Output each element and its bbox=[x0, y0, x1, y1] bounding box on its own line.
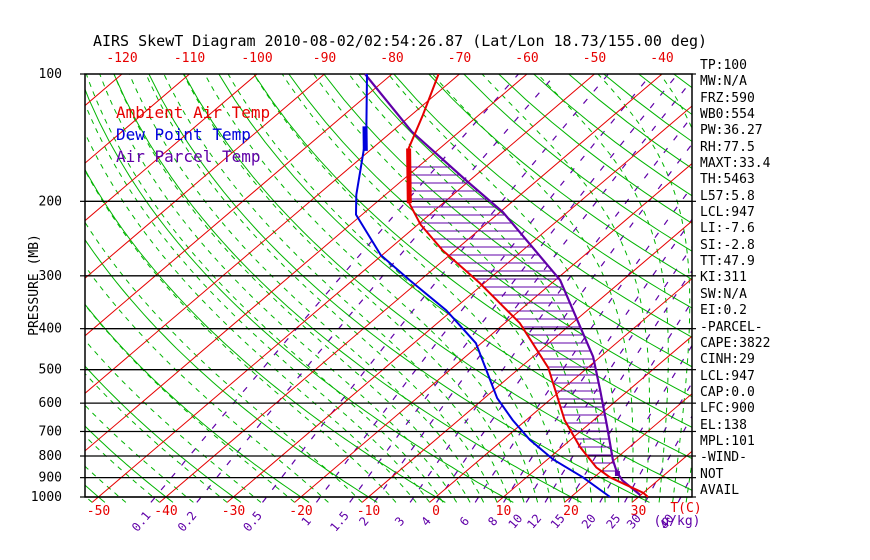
bottom-axis-label: 0 bbox=[432, 504, 440, 519]
stat-line: -WIND- bbox=[700, 450, 747, 466]
bottom-axis-label: -40 bbox=[154, 504, 177, 519]
stat-line: AVAIL bbox=[700, 482, 740, 498]
mixing-ratio-label: 6 bbox=[457, 514, 472, 529]
top-axis-label: -90 bbox=[313, 51, 336, 66]
mixing-unit-label: (g/kg) bbox=[654, 514, 701, 529]
pressure-tick-label: 100 bbox=[39, 67, 62, 82]
pressure-tick-label: 200 bbox=[39, 194, 62, 209]
stat-line: LCL:947 bbox=[700, 205, 755, 221]
stat-line: MAXT:33.4 bbox=[700, 156, 771, 172]
ambient-thick-segment bbox=[406, 148, 412, 204]
legend-item-dewpoint: Dew Point Temp bbox=[116, 125, 251, 144]
pressure-tick-label: 600 bbox=[39, 396, 62, 411]
stat-line: EI:0.2 bbox=[700, 303, 747, 319]
temp-unit-label: T(C) bbox=[670, 501, 701, 516]
moist-adiabats bbox=[85, 74, 692, 503]
stats-panel: TP:100 MW:N/A FRZ:590 WB0:554 PW:36.27 RH:77.… bbox=[700, 58, 868, 499]
legend-item-ambient: Ambient Air Temp bbox=[116, 103, 271, 122]
stat-line: TT:47.9 bbox=[700, 254, 755, 270]
stat-line: TP:100 bbox=[700, 58, 747, 73]
stat-line: WB0:554 bbox=[700, 107, 755, 123]
stat-line: NOT bbox=[700, 466, 724, 482]
pressure-tick-label: 500 bbox=[39, 363, 62, 378]
stat-line: EL:138 bbox=[700, 417, 747, 433]
stat-line: -PARCEL- bbox=[700, 319, 763, 335]
bottom-axis-label: -10 bbox=[357, 504, 380, 519]
top-axis-label: -100 bbox=[241, 51, 272, 66]
bottom-axis-label: 10 bbox=[496, 504, 512, 519]
stat-line: SW:N/A bbox=[700, 286, 747, 302]
stat-line: FRZ:590 bbox=[700, 90, 755, 106]
pressure-tick-label: 700 bbox=[39, 424, 62, 439]
stat-line: CAP:0.0 bbox=[700, 384, 755, 400]
top-axis-label: -50 bbox=[583, 51, 606, 66]
stat-line: KI:311 bbox=[700, 270, 747, 286]
stat-line: PW:36.27 bbox=[700, 123, 763, 139]
cape-hatch bbox=[408, 166, 617, 472]
top-axis-label: -60 bbox=[515, 51, 538, 66]
stat-line: LFC:900 bbox=[700, 401, 755, 417]
stat-line: LCL:947 bbox=[700, 368, 755, 384]
top-axis-label: -80 bbox=[380, 51, 403, 66]
sounding-curves bbox=[354, 73, 649, 498]
top-axis-label: -70 bbox=[448, 51, 471, 66]
mixing-ratio-label: 25 bbox=[603, 511, 623, 531]
bottom-axis-label: -30 bbox=[222, 504, 245, 519]
bottom-axis-label: -20 bbox=[289, 504, 312, 519]
pressure-tick-label: 1000 bbox=[31, 490, 62, 505]
stat-line: LI:-7.6 bbox=[700, 221, 755, 237]
stat-line: SI:-2.8 bbox=[700, 237, 755, 253]
bottom-axis-label: 20 bbox=[563, 504, 579, 519]
dewpoint-curve bbox=[354, 73, 611, 498]
stat-line: CINH:29 bbox=[700, 352, 755, 368]
parcel-start-marker bbox=[614, 471, 620, 477]
mixing-ratio-label: 3 bbox=[392, 514, 407, 529]
mixing-ratio-label: 0.2 bbox=[175, 509, 200, 535]
plot-border bbox=[84, 73, 693, 498]
mixing-ratio-label: 20 bbox=[579, 511, 599, 531]
legend-item-parcel: Air Parcel Temp bbox=[116, 147, 261, 166]
page-title: AIRS SkewT Diagram 2010-08-02/02:54:26.8… bbox=[92, 32, 708, 50]
pressure-tick-label: 400 bbox=[39, 322, 62, 337]
legend: Ambient Air Temp Dew Point Temp Air Parc… bbox=[116, 102, 270, 168]
stat-line: MPL:101 bbox=[700, 433, 755, 449]
pressure-axis-label: PRESSURE (MB) bbox=[27, 234, 42, 336]
pressure-tick-label: 900 bbox=[39, 471, 62, 486]
mixing-ratio-label: 0.1 bbox=[129, 509, 154, 535]
bottom-axis-label: 30 bbox=[631, 504, 647, 519]
mixing-ratio-label: 1.5 bbox=[327, 509, 352, 535]
stat-line: CAPE:3822 bbox=[700, 335, 771, 351]
top-axis-label: -110 bbox=[174, 51, 205, 66]
stat-line: L57:5.8 bbox=[700, 188, 755, 204]
top-axis-label: -40 bbox=[650, 51, 673, 66]
pressure-tick-label: 300 bbox=[39, 269, 62, 284]
stat-line: TH:5463 bbox=[700, 172, 755, 188]
stat-line: RH:77.5 bbox=[700, 139, 755, 155]
top-axis-label: -120 bbox=[106, 51, 137, 66]
pressure-tick-label: 800 bbox=[39, 449, 62, 464]
stat-line: MW:N/A bbox=[700, 74, 747, 90]
mixing-ratio-label: 12 bbox=[524, 511, 544, 531]
bottom-axis-label: -50 bbox=[87, 504, 110, 519]
